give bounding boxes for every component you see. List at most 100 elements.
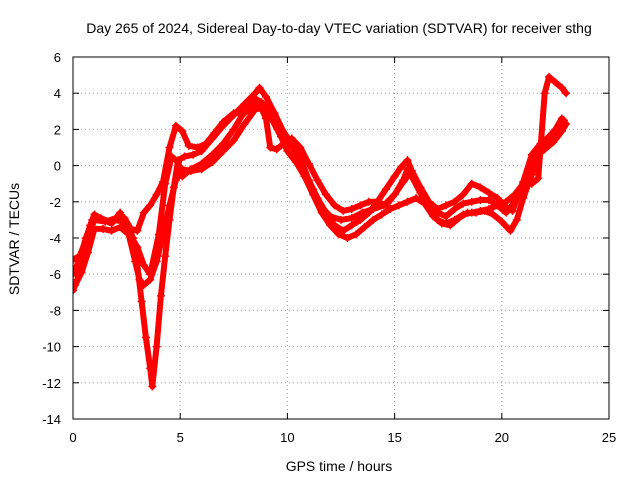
data-point <box>135 275 144 284</box>
data-point <box>429 212 438 221</box>
x-tick-label: 15 <box>387 430 401 445</box>
data-point <box>152 342 161 351</box>
y-tick-label: 6 <box>54 50 61 65</box>
series-track-3 <box>73 103 571 290</box>
data-point <box>480 206 489 215</box>
data-point <box>527 179 536 188</box>
data-point <box>219 147 228 156</box>
data-point <box>120 214 129 223</box>
data-point <box>148 382 157 391</box>
data-point <box>497 217 506 226</box>
data-point <box>360 223 369 232</box>
data-point <box>330 201 339 210</box>
data-point <box>551 125 560 134</box>
data-point <box>141 333 150 342</box>
data-point <box>131 257 140 266</box>
data-point <box>347 221 356 230</box>
y-tick-label: -6 <box>49 267 61 282</box>
data-point <box>184 141 193 150</box>
data-point <box>281 138 290 147</box>
data-point <box>544 72 553 81</box>
data-point <box>382 201 391 210</box>
data-point <box>493 201 502 210</box>
data-point <box>390 172 399 181</box>
data-point <box>347 214 356 223</box>
data-point <box>296 143 305 152</box>
data-point <box>304 159 313 168</box>
data-point <box>229 125 238 134</box>
data-point <box>377 210 386 219</box>
data-point <box>407 167 416 176</box>
data-point <box>180 152 189 161</box>
y-tick-label: -12 <box>42 376 61 391</box>
data-point <box>189 150 198 159</box>
data-point <box>287 134 296 143</box>
data-point <box>171 121 180 130</box>
data-point <box>343 234 352 242</box>
data-point <box>352 230 361 239</box>
data-point <box>334 230 343 239</box>
x-tick-labels: 0 5 10 15 20 25 <box>69 430 616 445</box>
data-point <box>390 190 399 199</box>
data-point <box>116 223 125 232</box>
data-point <box>369 215 378 224</box>
y-tick-label: 2 <box>54 122 61 137</box>
data-point <box>309 190 318 199</box>
data-point <box>514 188 523 197</box>
data-point <box>412 194 421 203</box>
data-point <box>152 190 161 199</box>
data-point <box>467 197 476 206</box>
y-tick-label: -10 <box>42 340 61 355</box>
data-point <box>534 174 543 183</box>
data-point <box>484 188 493 197</box>
data-point <box>139 281 148 290</box>
data-point <box>99 224 108 233</box>
data-point <box>276 132 285 141</box>
plot-frame <box>72 56 610 420</box>
data-point <box>394 201 403 210</box>
data-point <box>283 147 292 156</box>
y-tick-label: -8 <box>49 303 61 318</box>
data-point <box>459 190 468 199</box>
data-point <box>562 89 571 98</box>
data-point <box>416 183 425 192</box>
data-point <box>146 275 155 284</box>
data-point <box>397 163 406 172</box>
data-point <box>272 145 281 154</box>
data-point <box>540 89 549 98</box>
data-point <box>159 177 168 186</box>
data-point <box>557 114 566 123</box>
data-point <box>107 226 116 235</box>
data-point <box>454 214 463 223</box>
data-point <box>186 167 195 176</box>
y-axis-label: SDTVAR / TECUs <box>6 183 22 295</box>
data-point <box>146 364 155 373</box>
data-point <box>73 281 80 290</box>
x-tick-label: 20 <box>495 430 509 445</box>
data-point <box>544 132 553 141</box>
data-point <box>81 237 90 246</box>
data-point <box>133 226 142 235</box>
data-point <box>476 183 485 192</box>
data-point <box>156 291 165 300</box>
data-point <box>433 205 442 214</box>
x-tick-label: 5 <box>177 430 184 445</box>
data-point <box>493 194 502 203</box>
data-point <box>506 226 515 235</box>
data-point <box>364 208 373 217</box>
data-point <box>159 230 168 239</box>
data-point <box>472 208 481 217</box>
data-point <box>557 83 566 92</box>
data-point <box>229 136 238 145</box>
data-point <box>90 215 99 224</box>
data-point <box>126 224 135 233</box>
data-point <box>467 179 476 188</box>
data-point <box>424 197 433 206</box>
data-point <box>208 157 217 166</box>
data-point <box>512 215 521 224</box>
data-point <box>442 201 451 210</box>
series-line <box>73 84 565 390</box>
x-tick-label: 10 <box>280 430 294 445</box>
y-tick-label: 0 <box>54 159 61 174</box>
